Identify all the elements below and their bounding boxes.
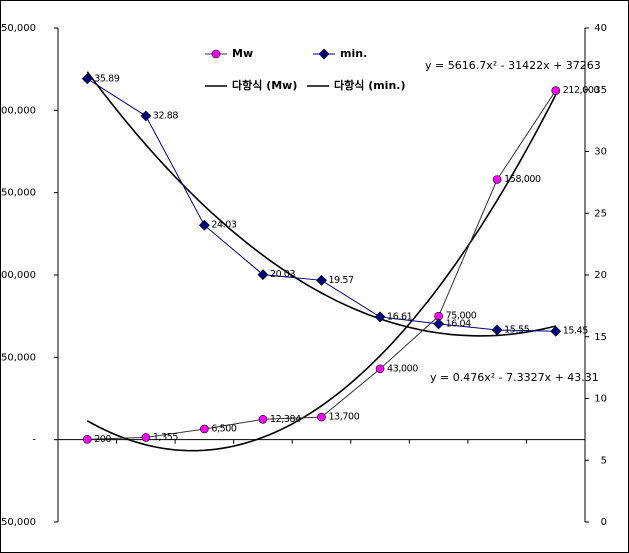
marker [82,435,92,444]
y-tick-label: -50,000 [0,517,36,528]
data-label: 200 [94,434,111,445]
y2-tick-label: 5 [601,455,607,466]
y2-tick-label: 20 [594,270,607,281]
marker [492,175,502,184]
equation: y = 0.476x² - 7.3327x + 43.31 [430,371,599,384]
trendline [86,94,557,452]
marker [140,110,152,122]
data-label: 158,000 [504,174,541,185]
y-tick-label: 150,000 [0,188,36,199]
data-label: 16.04 [446,318,472,329]
marker [141,433,151,442]
marker [257,269,269,281]
legend-label: 다항식 (Mw) [232,78,297,92]
marker [374,311,386,323]
y-tick-label: 50,000 [1,352,36,363]
data-label: 35.89 [94,73,120,84]
y2-tick-label: 40 [594,23,607,34]
marker [551,86,561,95]
data-label: 16.61 [387,311,413,322]
data-label: 19.57 [329,275,355,286]
data-label: 212,000 [563,85,600,96]
data-label: 12,384 [270,414,301,425]
y2-tick-label: 25 [594,208,607,219]
marker [491,324,503,336]
marker [198,219,210,231]
y2-tick-label: 35 [594,85,607,96]
y-tick-label: 250,000 [0,23,36,34]
data-label: 13,700 [329,412,360,423]
legend-label: min. [340,47,367,60]
legend-label: 다항식 (min.) [334,78,406,92]
data-label: 24.03 [211,220,237,231]
trendline [86,71,556,337]
data-label: 20.03 [270,269,296,280]
y2-tick-label: 10 [594,394,607,405]
marker [81,73,93,85]
y-tick-label: - [32,435,36,446]
equation: y = 5616.7x² - 31422x + 37263 [425,59,601,72]
data-label: 75,000 [446,311,477,322]
y2-tick-label: 15 [594,332,607,343]
marker [550,325,562,337]
y2-tick-label: 0 [601,517,607,528]
y2-tick-label: 30 [594,147,607,158]
y-tick-label: 100,000 [0,270,36,281]
data-label: 15.45 [563,326,589,337]
data-label: 32.88 [153,110,179,121]
y-tick-label: 200,000 [0,105,36,116]
marker [211,49,221,59]
marker [258,414,268,424]
data-label: 15.55 [504,324,530,335]
marker [317,412,326,422]
data-label: 1,355 [153,432,179,443]
data-label: 6,500 [211,423,237,434]
marker [316,274,327,286]
marker [433,318,445,330]
data-label: 43,000 [387,363,418,374]
legend-label: Mw [232,47,253,60]
marker [200,424,209,434]
marker [375,364,385,374]
marker [318,48,330,60]
